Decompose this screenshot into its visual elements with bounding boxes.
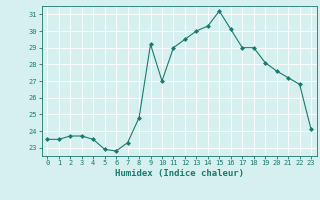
X-axis label: Humidex (Indice chaleur): Humidex (Indice chaleur): [115, 169, 244, 178]
